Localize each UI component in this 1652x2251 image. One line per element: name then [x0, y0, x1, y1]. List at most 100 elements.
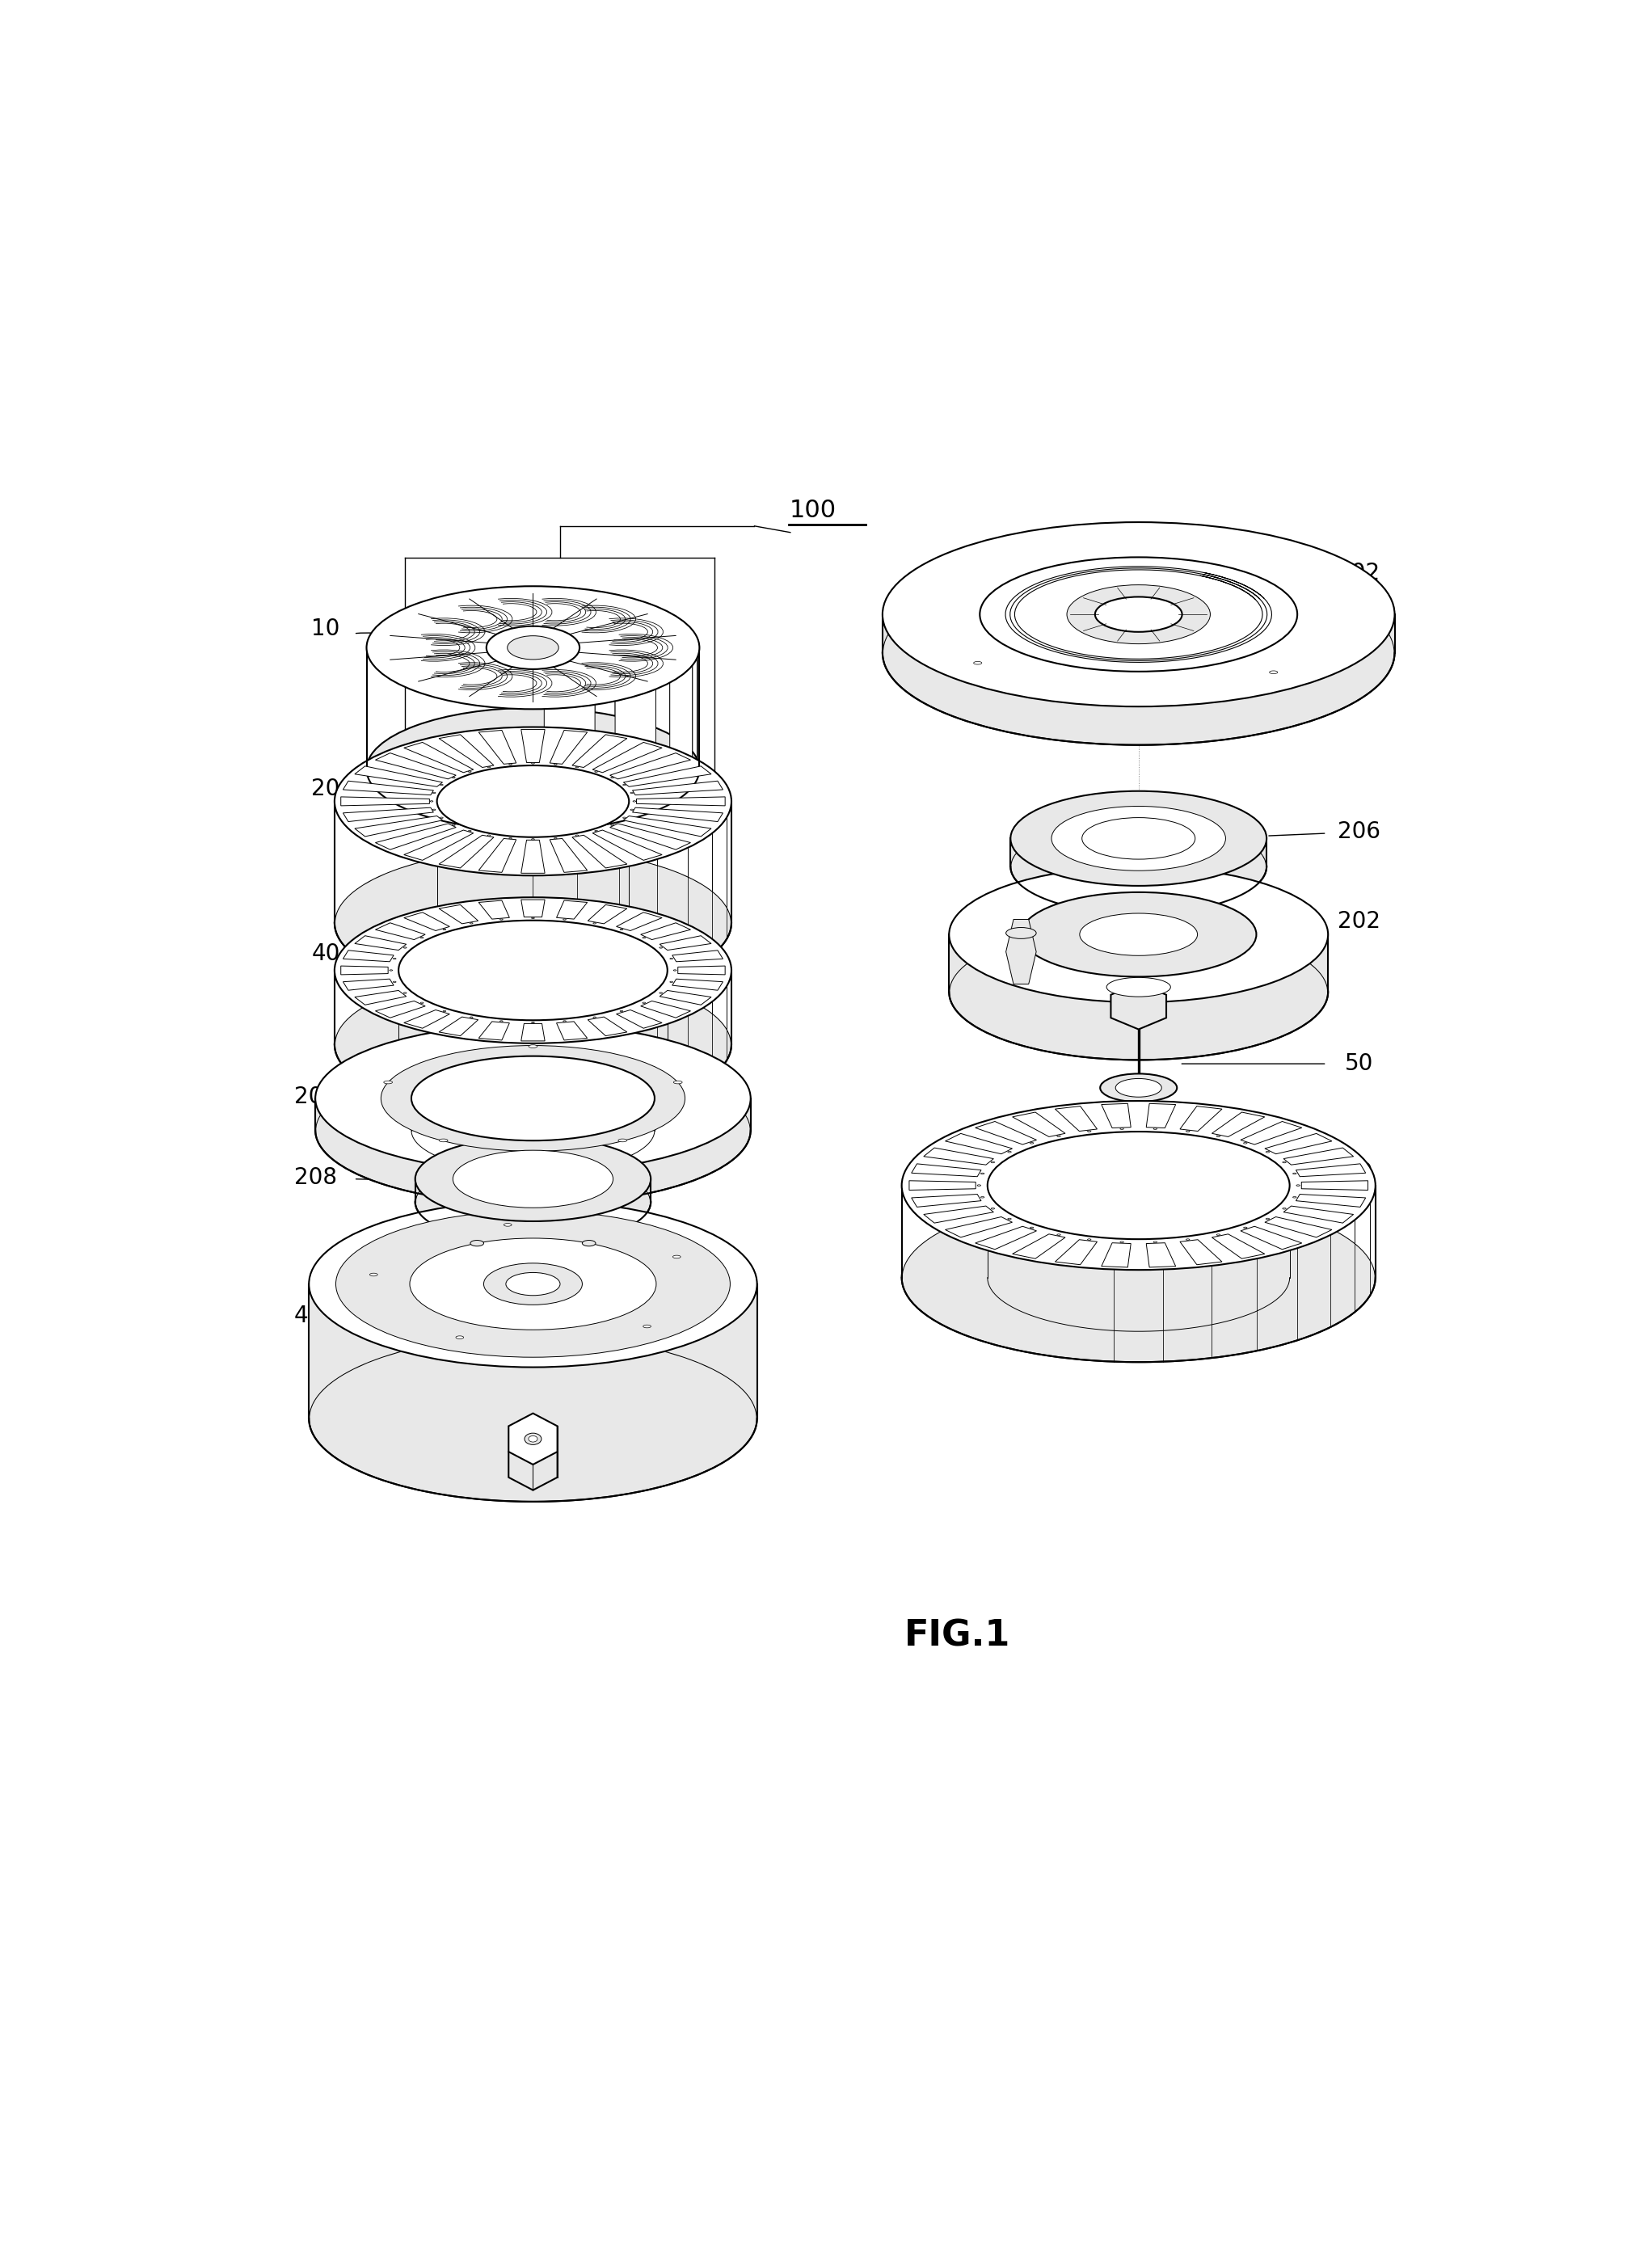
- Ellipse shape: [1082, 817, 1194, 860]
- Polygon shape: [550, 840, 588, 873]
- Polygon shape: [316, 1024, 750, 1130]
- Polygon shape: [1102, 1243, 1132, 1267]
- Polygon shape: [439, 734, 494, 768]
- Ellipse shape: [439, 1139, 448, 1141]
- Polygon shape: [641, 1002, 691, 1017]
- Polygon shape: [439, 835, 494, 869]
- Polygon shape: [403, 743, 474, 772]
- Polygon shape: [677, 966, 725, 975]
- Polygon shape: [948, 867, 1328, 993]
- Polygon shape: [1056, 1105, 1097, 1132]
- Ellipse shape: [1006, 927, 1036, 939]
- Polygon shape: [1302, 1182, 1368, 1191]
- Ellipse shape: [525, 1434, 542, 1445]
- Polygon shape: [1284, 1148, 1353, 1164]
- Polygon shape: [882, 522, 1394, 653]
- Polygon shape: [344, 950, 393, 961]
- Polygon shape: [520, 729, 545, 763]
- Text: 204: 204: [294, 1085, 337, 1107]
- Ellipse shape: [506, 1272, 560, 1294]
- Ellipse shape: [882, 522, 1394, 707]
- Ellipse shape: [316, 1024, 750, 1173]
- Polygon shape: [1006, 918, 1036, 984]
- Polygon shape: [509, 1414, 557, 1465]
- Polygon shape: [1213, 1112, 1265, 1137]
- Ellipse shape: [415, 1159, 651, 1245]
- Ellipse shape: [529, 1044, 537, 1049]
- Polygon shape: [403, 1011, 449, 1029]
- Polygon shape: [975, 1121, 1036, 1144]
- Text: 10: 10: [311, 617, 340, 639]
- Polygon shape: [923, 1207, 993, 1222]
- Polygon shape: [309, 1200, 757, 1418]
- Polygon shape: [615, 594, 656, 727]
- Polygon shape: [544, 585, 595, 711]
- Polygon shape: [335, 898, 732, 1044]
- Polygon shape: [479, 729, 515, 763]
- Polygon shape: [1011, 790, 1267, 867]
- Ellipse shape: [309, 1335, 757, 1501]
- Polygon shape: [610, 754, 691, 779]
- Polygon shape: [945, 1135, 1013, 1155]
- Polygon shape: [340, 797, 430, 806]
- Ellipse shape: [436, 765, 629, 837]
- Polygon shape: [355, 936, 406, 950]
- Ellipse shape: [316, 1056, 750, 1204]
- Polygon shape: [1110, 984, 1166, 1029]
- Ellipse shape: [383, 1080, 393, 1083]
- Polygon shape: [616, 912, 662, 930]
- Polygon shape: [593, 831, 662, 860]
- Polygon shape: [902, 1101, 1376, 1279]
- Ellipse shape: [902, 1101, 1376, 1270]
- Polygon shape: [557, 1022, 588, 1040]
- Ellipse shape: [309, 1200, 757, 1366]
- Ellipse shape: [1021, 891, 1256, 977]
- Text: 30: 30: [1345, 1162, 1373, 1184]
- Polygon shape: [1295, 1195, 1366, 1207]
- Polygon shape: [355, 765, 443, 786]
- Polygon shape: [912, 1195, 981, 1207]
- Polygon shape: [697, 637, 699, 779]
- Ellipse shape: [486, 626, 580, 669]
- Text: 50: 50: [1345, 1053, 1373, 1076]
- Polygon shape: [520, 840, 545, 873]
- Polygon shape: [344, 979, 393, 990]
- Ellipse shape: [1107, 977, 1171, 997]
- Polygon shape: [669, 612, 692, 752]
- Ellipse shape: [411, 1056, 654, 1141]
- Text: 40: 40: [311, 943, 340, 966]
- Ellipse shape: [484, 1263, 582, 1306]
- Polygon shape: [1265, 1218, 1332, 1238]
- Ellipse shape: [980, 558, 1297, 671]
- Ellipse shape: [973, 662, 981, 664]
- Ellipse shape: [415, 1137, 651, 1222]
- Ellipse shape: [1011, 790, 1267, 887]
- Ellipse shape: [471, 1240, 484, 1247]
- Text: 206: 206: [1338, 822, 1379, 844]
- Polygon shape: [1284, 1207, 1353, 1222]
- Polygon shape: [633, 808, 724, 822]
- Ellipse shape: [1095, 597, 1183, 633]
- Polygon shape: [1180, 1105, 1222, 1132]
- Polygon shape: [975, 1227, 1036, 1249]
- Polygon shape: [403, 831, 474, 860]
- Polygon shape: [659, 936, 712, 950]
- Polygon shape: [588, 905, 628, 923]
- Polygon shape: [479, 900, 509, 918]
- Polygon shape: [375, 754, 456, 779]
- Polygon shape: [923, 1148, 993, 1164]
- Polygon shape: [659, 990, 712, 1004]
- Ellipse shape: [672, 1256, 681, 1258]
- Polygon shape: [593, 743, 662, 772]
- Polygon shape: [623, 765, 712, 786]
- Ellipse shape: [1269, 671, 1277, 673]
- Polygon shape: [550, 729, 588, 763]
- Ellipse shape: [1080, 914, 1198, 957]
- Polygon shape: [520, 1024, 545, 1040]
- Polygon shape: [1102, 1103, 1132, 1128]
- Text: 202: 202: [1338, 909, 1379, 932]
- Polygon shape: [509, 1438, 557, 1490]
- Polygon shape: [633, 781, 724, 795]
- Polygon shape: [1013, 1234, 1066, 1258]
- Polygon shape: [672, 950, 724, 961]
